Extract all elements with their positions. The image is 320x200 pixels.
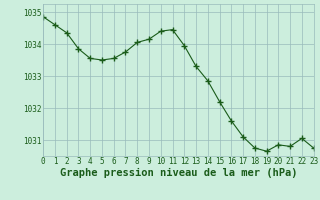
X-axis label: Graphe pression niveau de la mer (hPa): Graphe pression niveau de la mer (hPa)	[60, 168, 297, 178]
